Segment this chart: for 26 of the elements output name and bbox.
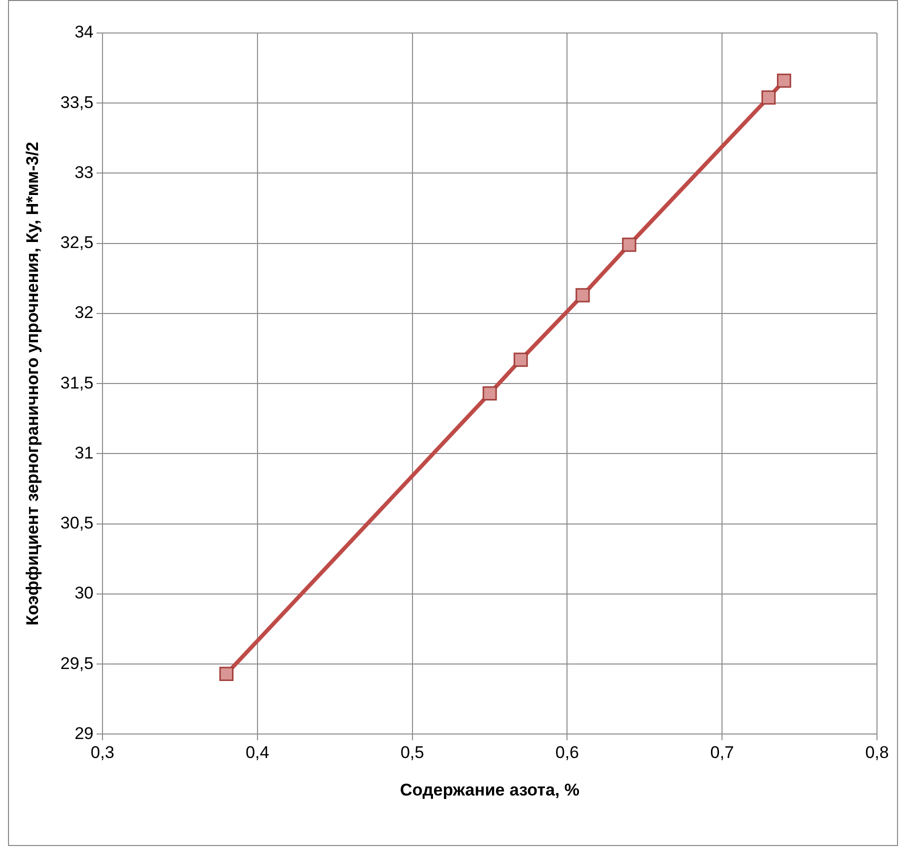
y-tick-label: 33 <box>74 162 94 182</box>
y-tick-label: 29,5 <box>60 654 94 673</box>
y-tick-label: 34 <box>74 22 94 42</box>
x-tick-label: 0,7 <box>710 743 734 762</box>
y-tick-label: 32 <box>74 303 94 322</box>
y-tick-label: 33,5 <box>60 92 94 112</box>
point <box>761 90 776 105</box>
y-tick-label: 31 <box>74 443 94 462</box>
y-tick-label: 31,5 <box>60 373 94 392</box>
x-tick-label: 0,6 <box>555 743 580 762</box>
point <box>482 386 497 401</box>
point <box>576 288 590 302</box>
y-tick-label: 29 <box>74 724 94 743</box>
x-tick-label: 0,4 <box>246 743 270 762</box>
y-tick-label: 30,5 <box>60 514 94 533</box>
y-axis-title: Коэффициент зернограничного упрочнения, Ку, Н*мм-3/2 <box>22 142 42 626</box>
x-tick-label: 0,8 <box>865 743 889 762</box>
point <box>514 352 528 367</box>
x-axis-title: Содержание азота, % <box>400 780 580 800</box>
point <box>219 666 234 682</box>
x-tick-label: 0,3 <box>90 743 114 762</box>
point <box>622 238 636 252</box>
point <box>776 74 792 88</box>
x-tick-label: 0,5 <box>400 743 424 762</box>
y-tick-label: 30 <box>74 584 94 603</box>
y-tick-label: 32,5 <box>60 233 94 252</box>
